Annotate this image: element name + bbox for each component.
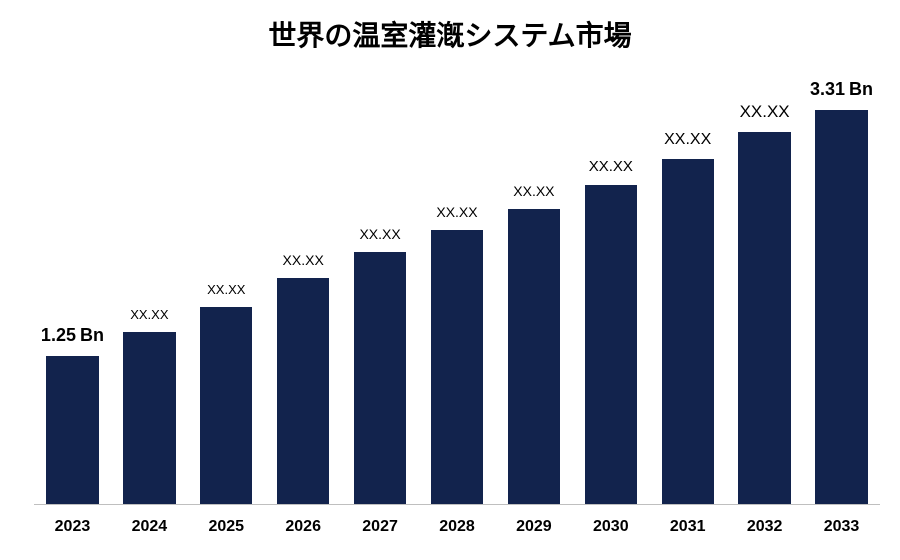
bar-slot: XX.XX [265, 75, 342, 505]
value-label: XX.XX [436, 204, 477, 220]
value-label-text: XX.XX [283, 252, 324, 268]
value-label-text: XX.XX [740, 102, 790, 121]
bar-slot: 3.31Bn [803, 75, 880, 505]
x-axis-label: 2030 [572, 518, 649, 536]
value-label: XX.XX [130, 307, 168, 322]
bar-slot: XX.XX [649, 75, 726, 505]
bar [662, 159, 714, 505]
x-axis-label: 2026 [265, 518, 342, 536]
bar [815, 110, 867, 505]
market-bar-chart: 世界の温室灌漑システム市場 1.25BnXX.XXXX.XXXX.XXXX.XX… [0, 0, 900, 560]
value-label-text: XX.XX [589, 158, 633, 175]
value-label-text: XX.XX [513, 183, 554, 199]
bar-slot: XX.XX [572, 75, 649, 505]
x-axis-line [34, 504, 880, 505]
x-axis-labels: 2023202420252026202720282029203020312032… [34, 518, 880, 536]
x-axis-label: 2023 [34, 518, 111, 536]
bar-slot: XX.XX [111, 75, 188, 505]
plot-area: 1.25BnXX.XXXX.XXXX.XXXX.XXXX.XXXX.XXXX.X… [34, 75, 880, 505]
value-label: XX.XX [207, 282, 245, 297]
bar [738, 132, 790, 505]
value-label: XX.XX [740, 102, 790, 122]
value-label-unit: Bn [849, 79, 873, 99]
x-axis-label: 2031 [649, 518, 726, 536]
bar [585, 185, 637, 505]
x-axis-label: 2028 [419, 518, 496, 536]
bar [508, 209, 560, 505]
bars-container: 1.25BnXX.XXXX.XXXX.XXXX.XXXX.XXXX.XXXX.X… [34, 75, 880, 505]
bar [277, 278, 329, 505]
bar-slot: XX.XX [726, 75, 803, 505]
bar-slot: 1.25Bn [34, 75, 111, 505]
value-label: XX.XX [283, 252, 324, 268]
bar [200, 307, 252, 505]
value-label: XX.XX [359, 226, 400, 242]
bar [354, 252, 406, 505]
bar-slot: XX.XX [342, 75, 419, 505]
value-label: 1.25Bn [41, 325, 104, 346]
bar [46, 356, 98, 505]
value-label-unit: Bn [80, 325, 104, 345]
value-label-text: 1.25 [41, 325, 76, 345]
value-label-text: XX.XX [130, 307, 168, 322]
x-axis-label: 2033 [803, 518, 880, 536]
bar [431, 230, 483, 505]
value-label-text: XX.XX [664, 131, 711, 148]
chart-title: 世界の温室灌漑システム市場 [0, 14, 900, 54]
value-label: 3.31Bn [810, 79, 873, 100]
x-axis-label: 2025 [188, 518, 265, 536]
bar-slot: XX.XX [495, 75, 572, 505]
x-axis-label: 2029 [495, 518, 572, 536]
value-label: XX.XX [513, 183, 554, 199]
x-axis-label: 2024 [111, 518, 188, 536]
bar-slot: XX.XX [419, 75, 496, 505]
x-axis-label: 2032 [726, 518, 803, 536]
bar [123, 332, 175, 505]
value-label-text: XX.XX [207, 282, 245, 297]
value-label-text: 3.31 [810, 79, 845, 99]
value-label-text: XX.XX [436, 204, 477, 220]
value-label: XX.XX [664, 131, 711, 149]
x-axis-label: 2027 [342, 518, 419, 536]
value-label-text: XX.XX [359, 226, 400, 242]
bar-slot: XX.XX [188, 75, 265, 505]
value-label: XX.XX [589, 158, 633, 175]
